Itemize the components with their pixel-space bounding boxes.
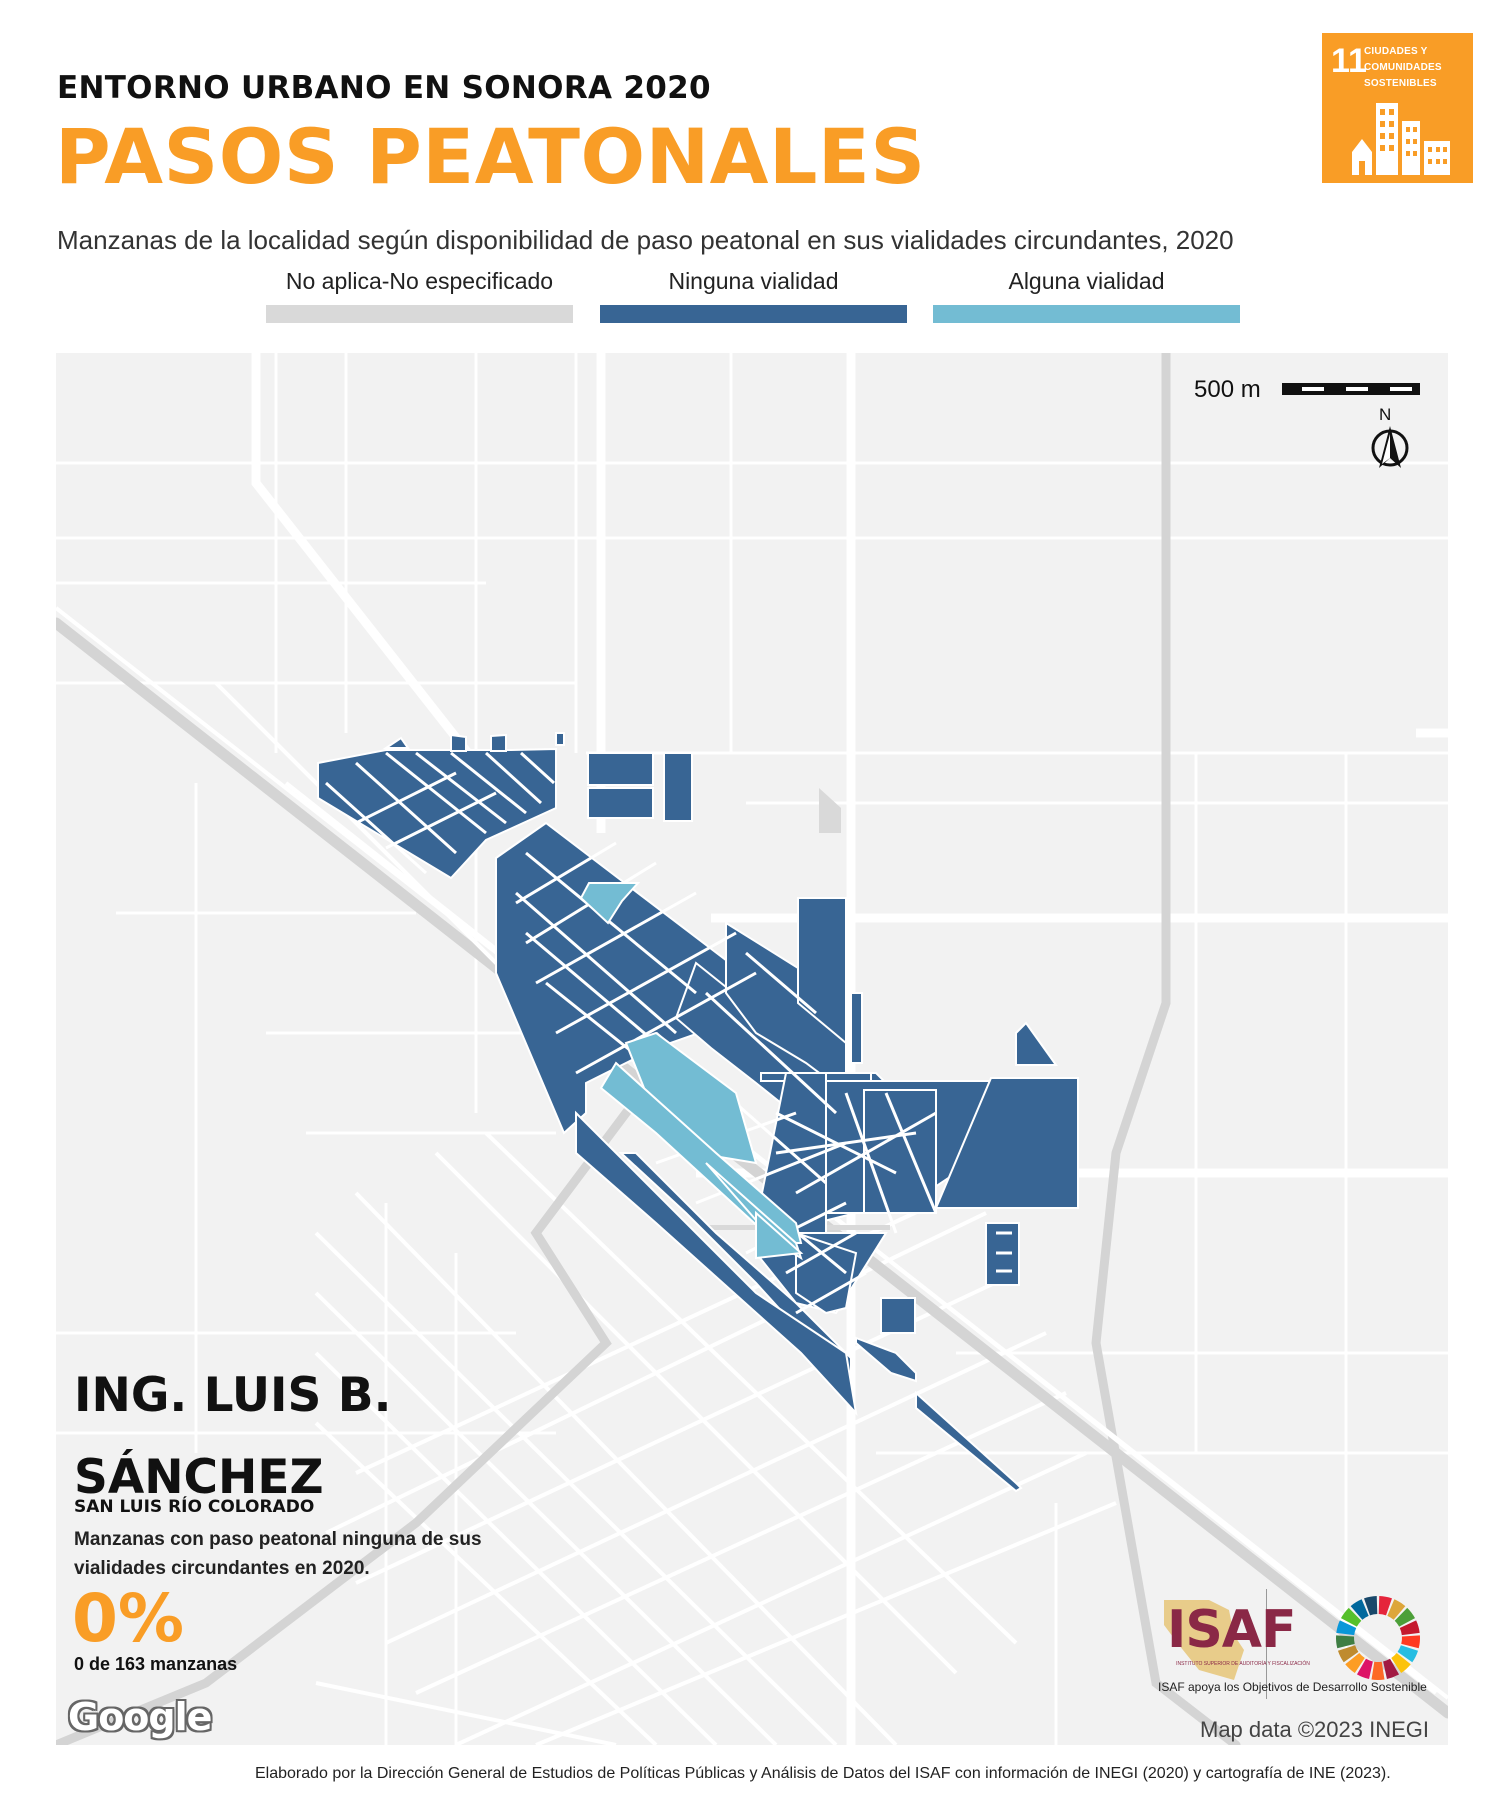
sdg-wheel-segment	[1340, 1607, 1362, 1627]
minor-roads	[56, 353, 1448, 1745]
downtown-grid	[314, 1131, 1117, 1745]
legend-label-some: Alguna vialidad	[1008, 268, 1165, 294]
legend-item-na: No aplica-No especificado	[266, 268, 573, 323]
sdg-wheel-segment	[1336, 1620, 1357, 1636]
sdg-wheel-segment	[1336, 1635, 1355, 1649]
municipality-name: SAN LUIS RÍO COLORADO	[74, 1497, 315, 1517]
sdg-text: CIUDADES Y COMUNIDADES SOSTENIBLES	[1364, 44, 1442, 92]
sdg-wheel-segment	[1345, 1653, 1365, 1674]
sdg-text-line1: CIUDADES Y	[1364, 46, 1428, 57]
isaf-support-text: ISAF apoya los Objetivos de Desarrollo S…	[1158, 1680, 1427, 1694]
logo-divider	[1266, 1589, 1267, 1699]
sdg-wheel-segment	[1401, 1635, 1420, 1649]
map-subtitle: Manzanas de la localidad según disponibi…	[57, 225, 1234, 255]
legend-swatch-none	[600, 305, 907, 323]
kicker-title: ENTORNO URBANO EN SONORA 2020	[57, 70, 711, 106]
sdg-wheel-segment	[1383, 1658, 1400, 1680]
legend-label-na: No aplica-No especificado	[285, 268, 554, 294]
map-canvas[interactable]	[56, 353, 1448, 1745]
map-svg	[56, 353, 1448, 1745]
sdg-text-line2: COMUNIDADES	[1364, 62, 1442, 73]
footer-credit: Elaborado por la Dirección General de Es…	[255, 1765, 1391, 1782]
indicator-description: Manzanas con paso peatonal ninguna de su…	[74, 1529, 482, 1579]
isaf-logo: ISAF	[1167, 1600, 1297, 1660]
highways	[56, 353, 1448, 1745]
sdg-wheel-segment	[1391, 1653, 1411, 1674]
sdg-wheel-segment	[1397, 1645, 1419, 1663]
map-attribution: Map data ©2023 INEGI	[1200, 1717, 1430, 1742]
sdg-wheel-segment	[1394, 1607, 1416, 1627]
sdg-wheel-segment	[1378, 1596, 1392, 1616]
locality-name-line1: ING. LUIS B.	[74, 1368, 392, 1423]
north-label: N	[1379, 405, 1392, 424]
sdg-wheel-segment	[1337, 1645, 1359, 1663]
legend-item-none: Ninguna vialidad	[600, 268, 907, 323]
google-logo: Google	[68, 1695, 212, 1739]
locality-name-line2: SÁNCHEZ	[74, 1450, 324, 1505]
sdg-wheel-segment	[1364, 1596, 1378, 1616]
indicator-count: 0 de 163 manzanas	[74, 1654, 238, 1674]
blocks-some	[579, 882, 804, 1261]
locality-name: ING. LUIS B. SÁNCHEZ	[74, 1355, 434, 1519]
sonora-map-icon	[1164, 1600, 1244, 1680]
sdg-11-badge: 11 CIUDADES Y COMUNIDADES SOSTENIBLES	[1322, 33, 1473, 183]
sdg-wheel-segment	[1387, 1599, 1406, 1620]
isaf-subtitle: INSTITUTO SUPERIOR DE AUDITORÍA Y FISCAL…	[1176, 1661, 1310, 1667]
sdg-wheel-segment	[1399, 1620, 1420, 1636]
sdg-wheel-segment	[1350, 1599, 1369, 1620]
legend-swatch-na	[266, 305, 573, 323]
legend-label-none: Ninguna vialidad	[668, 268, 839, 294]
scale-label: 500 m	[1194, 376, 1261, 403]
indicator-percentage: 0%	[72, 1580, 185, 1657]
sdg-wheel-segment	[1356, 1658, 1373, 1680]
legend-item-some: Alguna vialidad	[933, 268, 1240, 323]
north-arrow-icon	[1371, 426, 1409, 468]
sdg-wheel-icon	[1336, 1596, 1420, 1680]
legend-swatch-some	[933, 305, 1240, 323]
sdg-number: 11	[1331, 42, 1367, 80]
page-title: PASOS PEATONALES	[55, 112, 926, 201]
city-buildings-icon	[1352, 103, 1450, 175]
scale-bar	[1282, 383, 1420, 395]
sdg-wheel-segment	[1371, 1661, 1385, 1680]
sdg-text-line3: SOSTENIBLES	[1364, 78, 1437, 89]
